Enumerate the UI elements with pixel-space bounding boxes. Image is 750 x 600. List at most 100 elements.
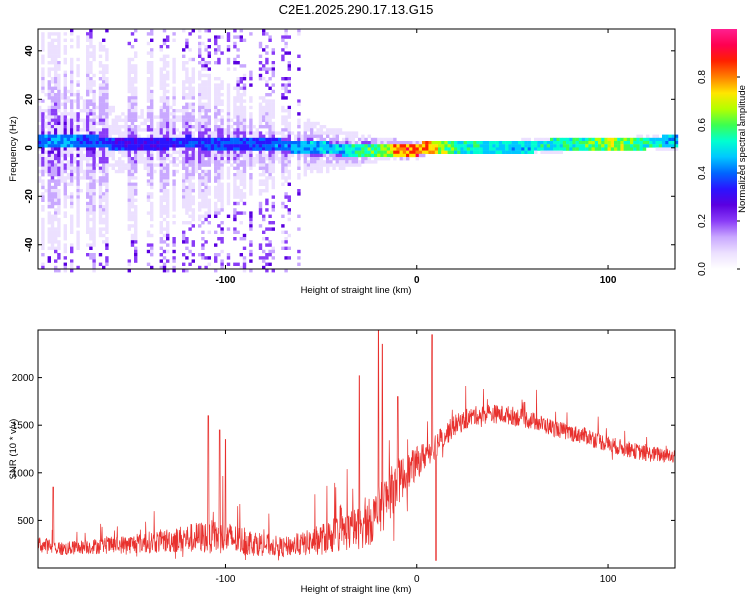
spectrogram-cell: [41, 227, 45, 231]
spectrogram-cell: [57, 246, 61, 250]
spectrogram-cell: [127, 189, 131, 193]
spectrogram-cell: [57, 67, 61, 71]
spectrogram-cell: [114, 160, 119, 164]
spectrogram-cell: [47, 227, 51, 231]
spectrogram-cell: [434, 144, 439, 148]
spectrogram-cell: [268, 38, 272, 42]
spectrogram-cell: [92, 105, 96, 110]
spectrogram-cell: [169, 147, 173, 151]
spectrogram-cell: [242, 121, 247, 126]
spectrogram-cell: [214, 230, 218, 234]
spectrogram-cell: [306, 128, 311, 132]
spectrogram-cell: [156, 121, 160, 126]
spectrogram-cell: [338, 144, 343, 148]
spectrogram-cell: [159, 205, 163, 209]
spectrogram-cell: [98, 83, 103, 87]
spectrogram-cell: [146, 89, 151, 94]
spectrogram-cell: [284, 35, 288, 39]
spectrogram-cell: [76, 89, 80, 94]
spectrogram-cell: [233, 134, 237, 138]
spectrogram-cell: [604, 144, 608, 148]
spectrogram-cell: [198, 118, 202, 122]
spectrogram-cell: [300, 147, 304, 151]
spectrogram-cell: [70, 150, 74, 154]
spectrogram-cell: [242, 115, 247, 119]
spectrogram-cell: [265, 125, 269, 129]
spectrogram-cell: [658, 141, 663, 145]
spectrogram-cell: [646, 141, 650, 145]
spectrogram-cell: [105, 29, 109, 33]
spectrogram-cell: [140, 121, 144, 126]
spectrogram-cell: [367, 157, 371, 161]
spectrogram-cell: [44, 141, 48, 145]
spectrogram-cell: [172, 86, 176, 90]
spectrogram-cell: [204, 169, 208, 174]
spectrogram-cell: [50, 214, 55, 218]
spectrogram-cell: [281, 57, 285, 62]
spectrogram-cell: [559, 141, 563, 145]
spectrogram-cell: [54, 125, 58, 129]
spectrogram-cell: [86, 70, 90, 74]
spectrogram-cell: [172, 67, 176, 71]
snr-frame: [37, 329, 676, 569]
spectrogram-cell: [306, 137, 311, 142]
spectrogram-cell: [150, 166, 154, 170]
spectrogram-cell: [572, 137, 576, 142]
spectrogram-cell: [105, 227, 109, 231]
spectrogram-cell: [281, 35, 285, 39]
spectrogram-cell: [169, 137, 173, 142]
spectrogram-cell: [86, 243, 90, 247]
spectrogram-cell: [431, 144, 435, 148]
spectrogram-cell: [134, 112, 138, 116]
spectrogram-cell: [278, 144, 282, 148]
spectrogram-cell: [281, 240, 285, 244]
spectrogram-cell: [159, 99, 163, 103]
spectrogram-cell: [652, 137, 656, 142]
spectrogram-cell: [92, 144, 96, 148]
spectrogram-cell: [47, 144, 51, 148]
spectrogram-cell: [76, 182, 80, 186]
spectrogram-cell: [236, 173, 240, 177]
spectrogram-cell: [364, 144, 368, 148]
spectrogram-cell: [108, 128, 112, 132]
spectrogram-cell: [92, 189, 96, 193]
spectrogram-cell: [182, 195, 186, 199]
spectrogram-cell: [89, 80, 93, 84]
spectrogram-cell: [217, 182, 221, 186]
spectrogram-cell: [233, 173, 237, 177]
spectrogram-cell: [626, 137, 631, 142]
spectrogram-cell: [188, 195, 192, 199]
spectrogram-cell: [207, 102, 211, 106]
spectrogram-cell: [134, 153, 138, 158]
spectrogram-cell: [310, 169, 314, 174]
spectrogram-cell: [223, 147, 227, 151]
spectrogram-cell: [150, 112, 154, 116]
spectrogram-cell: [111, 147, 115, 151]
spectrogram-cell: [95, 121, 99, 126]
spectrogram-cell: [313, 153, 317, 158]
spectrogram-cell: [482, 147, 487, 151]
spectrogram-cell: [89, 41, 93, 46]
spectrogram-cell: [242, 86, 247, 90]
spectrogram-cell: [102, 265, 106, 270]
spectrogram-cell: [287, 246, 291, 250]
spectrogram-cell: [86, 230, 90, 234]
spectrogram-cell: [434, 141, 439, 145]
spectrogram-cell: [242, 112, 247, 116]
spectrogram-cell: [191, 166, 195, 170]
spectrogram-cell: [166, 38, 170, 42]
spectrogram-cell: [76, 166, 80, 170]
spectrogram-cell: [214, 38, 218, 42]
spectrogram-cell: [662, 137, 666, 142]
spectrogram-cell: [198, 121, 202, 126]
spectrogram-cell: [322, 150, 327, 154]
spectrogram-cell: [566, 141, 570, 145]
spectrogram-cell: [89, 112, 93, 116]
spectrogram-cell: [201, 160, 205, 164]
spectrogram-cell: [105, 182, 109, 186]
colorbar-tick-label: 0.6: [697, 118, 708, 132]
spectrogram-cell: [188, 112, 192, 116]
spectrogram-cell: [182, 253, 186, 257]
spectrogram-cell: [262, 179, 266, 183]
spectrogram-cell: [121, 160, 125, 164]
